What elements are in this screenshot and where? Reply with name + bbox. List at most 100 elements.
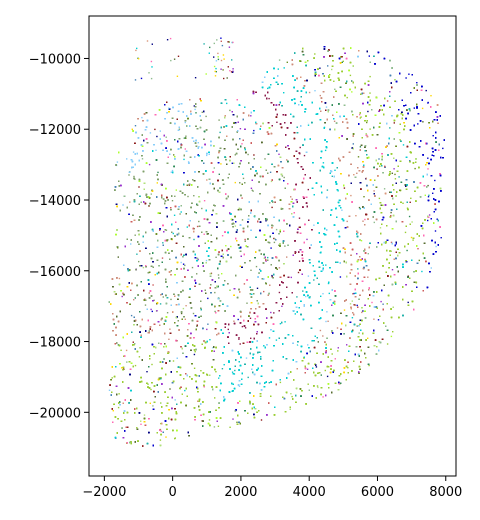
- cell-point: [246, 302, 248, 304]
- cell-point: [337, 347, 339, 349]
- cell-point: [153, 299, 155, 301]
- cell-point: [373, 318, 375, 320]
- cell-point: [168, 351, 170, 354]
- cell-point: [201, 420, 203, 422]
- cell-point: [296, 296, 298, 298]
- cell-point: [152, 405, 154, 407]
- cell-point: [191, 266, 194, 269]
- cell-point: [150, 388, 152, 391]
- cell-point: [284, 87, 286, 90]
- cell-point: [231, 162, 233, 164]
- cell-point: [314, 53, 316, 55]
- cell-point: [434, 230, 437, 232]
- cell-point: [364, 249, 366, 251]
- cell-point: [229, 109, 231, 112]
- cell-point: [279, 323, 282, 325]
- cell-point: [236, 421, 238, 423]
- cell-point: [183, 158, 185, 161]
- cell-point: [241, 197, 243, 199]
- cell-point: [359, 146, 362, 148]
- cell-point: [213, 167, 215, 169]
- cell-point: [275, 339, 278, 341]
- cell-point: [353, 292, 355, 295]
- cell-point: [169, 328, 171, 330]
- cell-point: [142, 445, 144, 447]
- cell-point: [243, 283, 246, 285]
- cell-point: [279, 381, 282, 384]
- cell-point: [118, 277, 121, 280]
- cell-point: [148, 163, 151, 166]
- cell-point: [356, 172, 358, 174]
- cell-point: [346, 220, 348, 223]
- cell-point: [337, 190, 339, 192]
- cell-point: [407, 301, 409, 304]
- cell-point: [244, 327, 247, 329]
- cell-point: [133, 299, 135, 301]
- cell-point: [351, 80, 353, 82]
- cell-point: [290, 276, 292, 279]
- cell-point: [156, 182, 158, 184]
- cell-point: [195, 112, 197, 114]
- cell-point: [307, 188, 309, 191]
- cell-point: [218, 119, 220, 121]
- cell-point: [369, 128, 371, 130]
- cell-point: [326, 375, 329, 378]
- cell-point: [268, 382, 270, 384]
- cell-point: [156, 135, 158, 138]
- cell-point: [428, 214, 431, 216]
- cell-point: [238, 337, 240, 339]
- cell-point: [242, 177, 245, 180]
- cell-point: [120, 349, 122, 351]
- cell-point: [271, 274, 273, 277]
- cell-point: [376, 346, 378, 348]
- cell-point: [305, 295, 307, 298]
- cell-point: [320, 374, 322, 376]
- cell-point: [184, 318, 186, 320]
- cell-point: [440, 237, 442, 239]
- cell-point: [334, 358, 336, 360]
- cell-point: [366, 121, 368, 124]
- cell-point: [171, 200, 174, 202]
- cell-point: [215, 371, 217, 373]
- cell-point: [336, 327, 339, 329]
- cell-point: [196, 225, 199, 228]
- cell-point: [193, 105, 195, 107]
- cell-point: [126, 361, 128, 363]
- cell-point: [399, 139, 401, 141]
- cell-point: [417, 123, 419, 125]
- cell-point: [170, 298, 172, 301]
- cell-point: [331, 331, 333, 333]
- cell-point: [146, 371, 148, 373]
- cell-point: [320, 295, 322, 297]
- cell-point: [404, 231, 407, 234]
- cell-point: [368, 364, 370, 367]
- cell-point: [187, 195, 189, 198]
- cell-point: [233, 373, 236, 375]
- cell-point: [393, 122, 395, 124]
- cell-point: [253, 154, 255, 156]
- cell-point: [149, 132, 152, 134]
- cell-point: [217, 274, 220, 276]
- cell-point: [149, 402, 151, 404]
- cell-point: [322, 293, 324, 295]
- cell-point: [351, 300, 353, 302]
- cell-point: [221, 273, 223, 275]
- cell-point: [142, 241, 144, 243]
- cell-point: [314, 90, 316, 92]
- cell-point: [273, 312, 275, 314]
- cell-point: [186, 226, 188, 228]
- cell-point: [173, 154, 175, 156]
- cell-point: [159, 439, 162, 441]
- cell-point: [221, 368, 224, 370]
- cell-point: [250, 337, 252, 339]
- cell-point: [363, 196, 365, 198]
- cell-point: [154, 128, 156, 131]
- cell-point: [172, 232, 174, 235]
- cell-point: [253, 129, 255, 132]
- cell-point: [395, 243, 397, 245]
- cell-point: [298, 217, 301, 219]
- cell-point: [217, 360, 219, 362]
- cell-point: [166, 312, 169, 314]
- cell-point: [362, 220, 364, 222]
- cell-point: [427, 196, 430, 198]
